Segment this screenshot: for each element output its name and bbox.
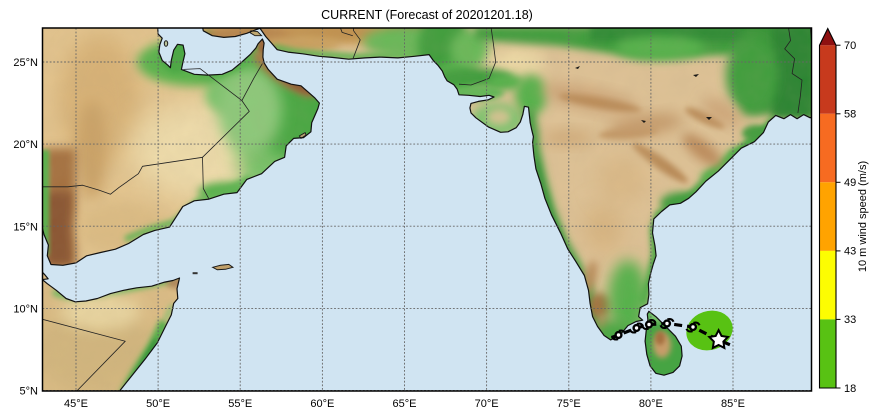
svg-text:20°N: 20°N <box>13 139 38 151</box>
svg-text:65°E: 65°E <box>393 398 417 410</box>
svg-text:70°E: 70°E <box>475 398 499 410</box>
svg-text:55°E: 55°E <box>228 398 252 410</box>
svg-text:85°E: 85°E <box>721 398 745 410</box>
svg-text:15°N: 15°N <box>13 221 38 233</box>
svg-text:50°E: 50°E <box>146 398 170 410</box>
svg-text:18: 18 <box>844 383 856 395</box>
svg-text:CURRENT (Forecast of 20201201.: CURRENT (Forecast of 20201201.18) <box>321 8 533 22</box>
svg-text:70: 70 <box>844 40 856 52</box>
svg-text:45°E: 45°E <box>64 398 88 410</box>
svg-text:75°E: 75°E <box>557 398 581 410</box>
svg-text:80°E: 80°E <box>639 398 663 410</box>
svg-text:10°N: 10°N <box>13 303 38 315</box>
svg-text:58: 58 <box>844 109 856 121</box>
svg-text:10 m wind speed (m/s): 10 m wind speed (m/s) <box>857 161 869 272</box>
svg-text:49: 49 <box>844 177 856 189</box>
svg-text:60°E: 60°E <box>310 398 334 410</box>
svg-text:25°N: 25°N <box>13 57 38 69</box>
svg-text:5°N: 5°N <box>20 386 39 398</box>
svg-text:33: 33 <box>844 314 856 326</box>
svg-text:43: 43 <box>844 246 856 258</box>
